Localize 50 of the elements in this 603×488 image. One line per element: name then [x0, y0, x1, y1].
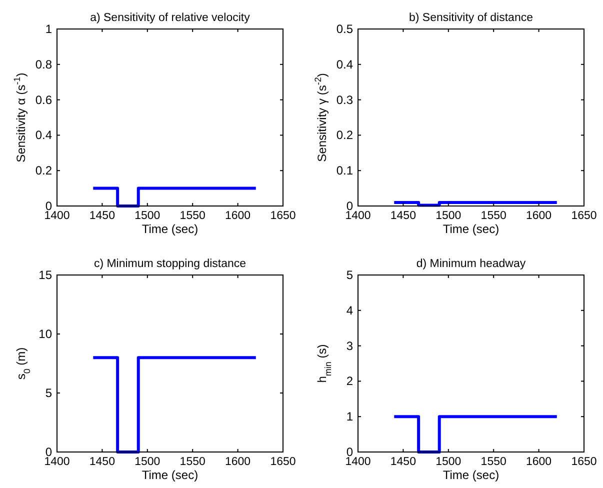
x-tick-label: 1400	[345, 210, 371, 222]
y-tick-label: 4	[346, 303, 354, 318]
x-tick-label: 1450	[390, 210, 416, 222]
y-tick-label: 2	[346, 374, 354, 388]
x-tick-label: 1650	[571, 210, 597, 222]
y-tick-label: 10	[38, 327, 52, 341]
chart-title: a) Sensitivity of relative velocity	[90, 12, 250, 24]
y-tick-label: 3	[346, 338, 354, 353]
y-tick-label: 0.2	[336, 128, 354, 142]
x-tick-label: 1450	[89, 456, 115, 468]
x-tick-label: 1550	[480, 456, 506, 468]
y-tick-label: 1	[346, 410, 354, 424]
x-tick-label: 1550	[480, 210, 506, 222]
y-tick-label: 15	[38, 268, 52, 282]
y-tick-label: 0.4	[35, 128, 52, 142]
y-tick-label: 0.6	[35, 92, 52, 107]
x-tick-label: 1600	[526, 456, 552, 468]
x-tick-label: 1500	[436, 456, 462, 468]
x-tick-label: 1500	[134, 210, 160, 222]
y-tick-label: 0.8	[35, 57, 52, 72]
x-tick-label: 1500	[436, 210, 462, 222]
x-tick-label: 1450	[390, 456, 416, 468]
x-axis-title: Time (sec)	[442, 468, 500, 482]
y-tick-label: 1	[45, 22, 52, 36]
x-tick-label: 1500	[134, 456, 160, 468]
chart-title: b) Sensitivity of distance	[408, 12, 534, 24]
y-tick-label: 0.3	[336, 92, 354, 107]
chart-title: c) Minimum stopping distance	[94, 258, 246, 270]
x-tick-label: 1600	[526, 210, 552, 222]
x-tick-label: 1400	[345, 456, 371, 468]
x-axis-title: Time (sec)	[442, 222, 500, 236]
x-tick-label: 1450	[89, 210, 115, 222]
x-axis-title: Time (sec)	[142, 222, 198, 236]
y-tick-label: 5	[346, 268, 354, 282]
x-tick-label: 1400	[44, 456, 70, 468]
x-tick-label: 1550	[180, 456, 206, 468]
y-tick-label: 0.5	[336, 22, 354, 36]
x-tick-label: 1650	[270, 210, 296, 222]
x-tick-label: 1600	[225, 456, 251, 468]
y-tick-label: 0.4	[336, 57, 354, 72]
x-axis-title: Time (sec)	[142, 468, 198, 482]
y-tick-label: 0.1	[336, 164, 354, 178]
x-tick-label: 1650	[571, 456, 597, 468]
y-tick-label: 5	[45, 386, 52, 400]
x-tick-label: 1550	[180, 210, 206, 222]
x-tick-label: 1400	[44, 210, 70, 222]
y-tick-label: 0.2	[35, 164, 52, 178]
x-tick-label: 1650	[270, 456, 296, 468]
chart-title: d) Minimum headway	[416, 258, 526, 270]
x-tick-label: 1600	[225, 210, 251, 222]
